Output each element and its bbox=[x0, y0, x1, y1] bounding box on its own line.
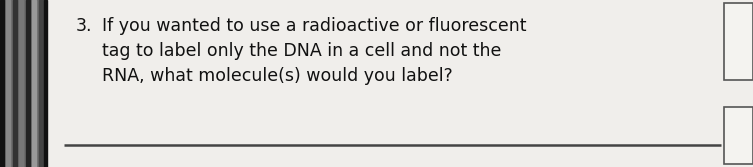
Bar bbox=[0, 0, 4, 167]
Bar bbox=[26, 0, 29, 167]
Bar bbox=[7, 0, 11, 167]
Bar bbox=[724, 107, 753, 164]
Bar bbox=[724, 3, 753, 80]
Bar bbox=[13, 0, 17, 167]
Text: If you wanted to use a radioactive or fluorescent
tag to label only the DNA in a: If you wanted to use a radioactive or fl… bbox=[102, 17, 526, 85]
Bar bbox=[38, 0, 43, 167]
Bar bbox=[32, 0, 36, 167]
Bar bbox=[0, 0, 45, 167]
Bar bbox=[44, 0, 47, 167]
Text: 3.: 3. bbox=[75, 17, 92, 35]
Bar bbox=[20, 0, 23, 167]
